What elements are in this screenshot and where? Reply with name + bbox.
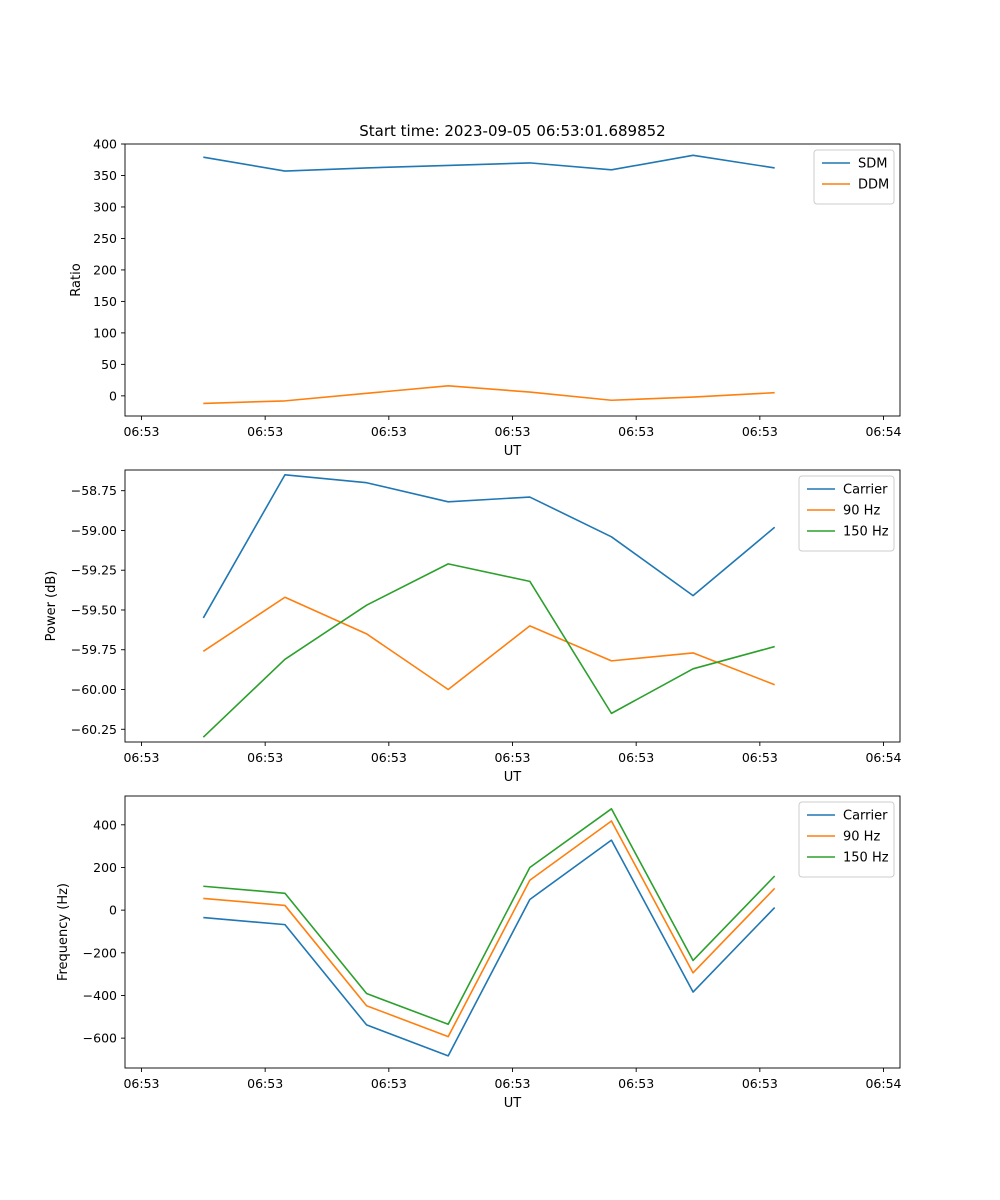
y-tick-label: 0 [109,903,117,918]
x-tick-label: 06:53 [371,424,407,439]
x-tick-label: 06:53 [742,424,778,439]
y-tick-label: −59.00 [71,523,117,538]
y-tick-label: 400 [93,817,117,832]
y-tick-label: −60.25 [71,722,117,737]
x-tick-label: 06:53 [123,424,159,439]
x-tick-label: 06:53 [618,424,654,439]
legend: SDM DDM [813,149,895,205]
legend-label: 90 Hz [843,830,880,845]
y-tick-label: −58.75 [71,483,117,498]
x-axis-label: UT [504,444,522,459]
series-line-90-hz [202,596,775,691]
x-tick-label: 06:53 [618,1076,654,1091]
x-tick-label: 06:53 [371,1076,407,1091]
legend: Carrier 90 Hz 150 Hz [798,801,895,878]
panel-3: −600 −400 −200 0 200 400 06:53 06:53 06:53 06:53 0… [56,795,902,1111]
legend-label: 90 Hz [843,504,880,519]
x-tick-label: 06:53 [123,750,159,765]
y-tick-label: 50 [101,357,117,372]
series-line-carrier [203,839,776,1057]
figure-title: Start time: 2023-09-05 06:53:01.689852 [359,122,665,140]
x-axis-label: UT [504,770,522,785]
y-tick-label: 150 [93,294,117,309]
y-axis-label: Frequency (Hz) [56,883,71,981]
x-tick-label: 06:53 [123,1076,159,1091]
y-tick-label: 200 [93,262,117,277]
x-axis-label: UT [504,1096,522,1111]
x-tick-label: 06:53 [494,424,530,439]
y-tick-label: −400 [83,988,117,1003]
y-axis-label: Power (dB) [44,571,59,642]
series-line-ddm [203,384,775,405]
legend-box [798,475,895,552]
legend-label: DDM [858,178,889,193]
x-tick-label: 06:53 [742,750,778,765]
y-tick-label: −59.50 [71,602,117,617]
x-tick-label: 06:53 [371,750,407,765]
x-tick-label: 06:53 [247,424,283,439]
x-tick-label: 06:53 [494,750,530,765]
legend: Carrier 90 Hz 150 Hz [798,475,895,552]
x-tick-label: 06:53 [494,1076,530,1091]
x-tick-label: 06:53 [618,750,654,765]
legend-label: 150 Hz [843,851,889,866]
y-tick-label: 300 [93,199,117,214]
y-tick-label: 0 [109,388,117,403]
legend-label: 150 Hz [843,525,889,540]
y-tick-label: 400 [93,137,117,152]
y-tick-label: 350 [93,168,117,183]
x-tick-label: 06:54 [865,750,901,765]
panel-1: 0 50 100 150 200 250 300 350 400 06:53 06:53 06:53 0… [69,137,902,460]
series-line-sdm [203,154,775,172]
x-tick-label: 06:53 [247,1076,283,1091]
x-tick-label: 06:54 [865,1076,901,1091]
legend-label: SDM [858,157,887,172]
y-tick-label: 100 [93,325,117,340]
series-line-150-hz [202,563,775,738]
series-line-90-hz [203,820,776,1038]
x-tick-label: 06:54 [865,424,901,439]
legend-label: Carrier [843,483,888,498]
y-tick-label: −200 [83,945,117,960]
y-tick-label: −60.00 [71,682,117,697]
legend-label: Carrier [843,809,888,824]
y-axis-label: Ratio [69,263,84,296]
series-line-carrier [202,473,776,619]
y-tick-label: 250 [93,231,117,246]
y-tick-label: −59.75 [71,642,117,657]
legend-box [798,801,895,878]
y-tick-label: −600 [83,1031,117,1046]
panel-2: −60.25 −60.00 −59.75 −59.50 −59.25 −59.00 −58.… [44,469,902,785]
x-tick-label: 06:53 [742,1076,778,1091]
y-tick-label: −59.25 [71,563,117,578]
series-line-150-hz [203,807,776,1026]
x-tick-label: 06:53 [247,750,283,765]
y-tick-label: 200 [93,860,117,875]
